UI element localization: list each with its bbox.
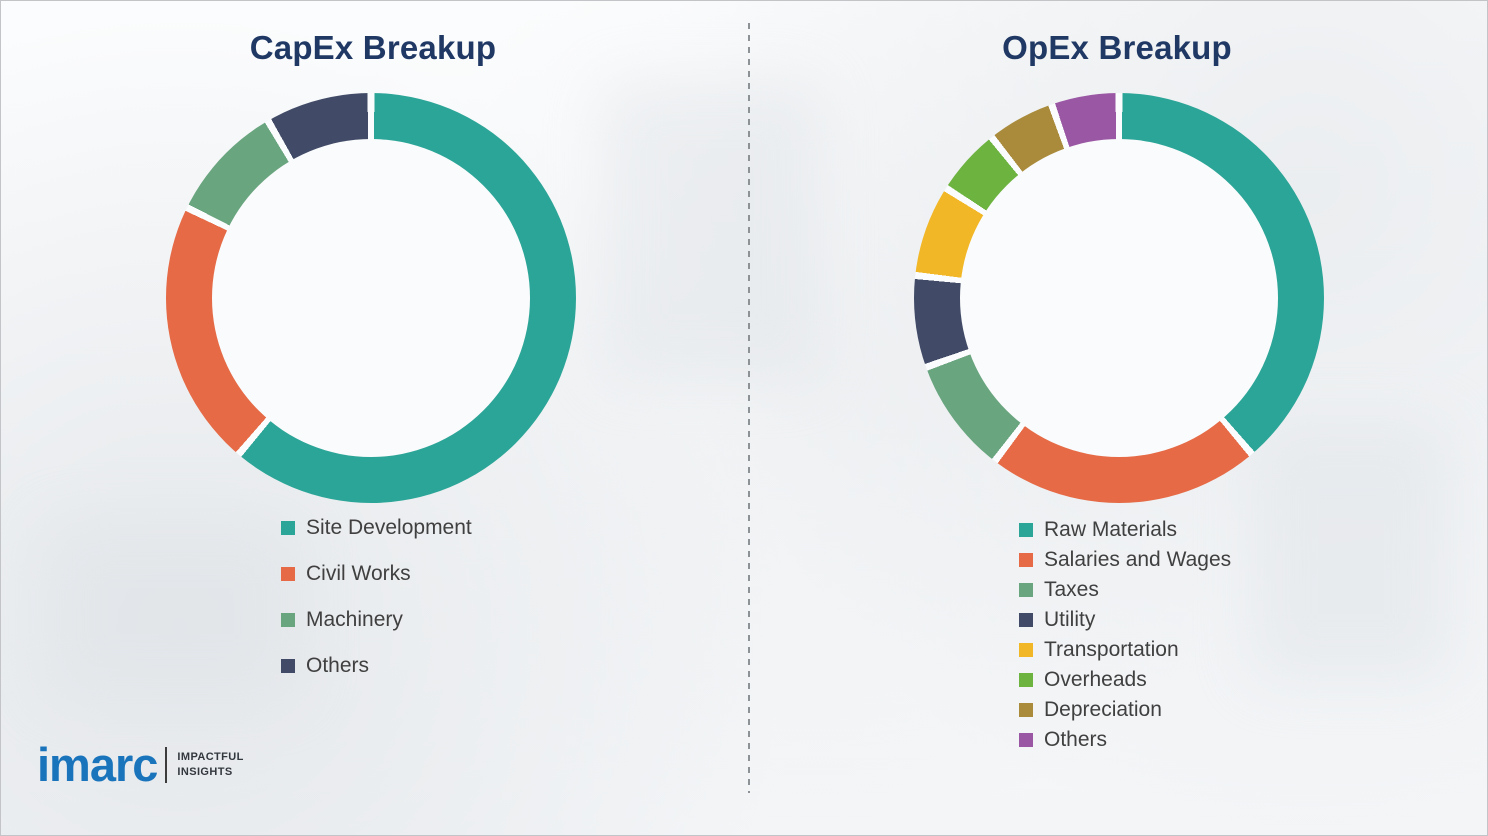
legend-label: Depreciation xyxy=(1044,698,1162,721)
capex-legend: Site Development Civil Works Machinery Othe… xyxy=(281,515,472,699)
legend-swatch xyxy=(281,567,295,581)
opex-legend: Raw Materials Salaries and Wages Taxes Util… xyxy=(1019,517,1231,757)
legend-swatch xyxy=(281,521,295,535)
capex-title: CapEx Breakup xyxy=(249,29,497,66)
tagline-line-1: IMPACTFUL xyxy=(177,750,244,763)
capex-donut-hole xyxy=(212,139,530,457)
legend-label: Site Development xyxy=(306,516,472,539)
legend-item: Transportation xyxy=(1019,637,1231,662)
legend-swatch xyxy=(1019,522,1033,537)
legend-label: Machinery xyxy=(306,608,403,631)
legend-swatch xyxy=(281,659,295,673)
legend-label: Utility xyxy=(1044,608,1096,631)
imarc-logo-tagline: IMPACTFUL INSIGHTS xyxy=(177,750,243,780)
legend-item: Taxes xyxy=(1019,577,1231,602)
opex-donut-chart xyxy=(914,93,1324,503)
vertical-dashed-divider xyxy=(748,23,750,793)
imarc-logo-wordmark: imarc xyxy=(37,738,158,791)
legend-swatch xyxy=(1019,642,1033,657)
legend-item: Depreciation xyxy=(1019,697,1231,722)
legend-swatch xyxy=(1019,582,1033,597)
legend-item: Others xyxy=(281,653,472,679)
capex-donut-chart xyxy=(166,93,576,503)
legend-item: Civil Works xyxy=(281,561,472,587)
legend-swatch xyxy=(1019,552,1033,567)
legend-label: Overheads xyxy=(1044,668,1147,691)
legend-label: Raw Materials xyxy=(1044,518,1178,541)
legend-item: Utility xyxy=(1019,607,1231,632)
legend-item: Salaries and Wages xyxy=(1019,547,1231,572)
legend-swatch xyxy=(281,613,295,627)
capex-panel: CapEx Breakup Site Development Civil Work… xyxy=(1,1,745,835)
opex-panel: OpEx Breakup Raw Materials Salaries and W… xyxy=(745,1,1487,835)
legend-item: Others xyxy=(1019,727,1231,752)
legend-swatch xyxy=(1019,612,1033,627)
logo-divider xyxy=(165,746,168,783)
legend-item: Raw Materials xyxy=(1019,517,1231,542)
opex-title: OpEx Breakup xyxy=(1002,29,1232,66)
legend-swatch xyxy=(1019,732,1033,747)
legend-label: Transportation xyxy=(1044,638,1179,661)
legend-label: Others xyxy=(306,654,370,677)
legend-swatch xyxy=(1019,672,1033,687)
legend-label: Taxes xyxy=(1044,578,1099,601)
opex-donut-hole xyxy=(960,139,1278,457)
legend-item: Machinery xyxy=(281,607,472,633)
tagline-line-2: INSIGHTS xyxy=(177,765,233,778)
legend-label: Salaries and Wages xyxy=(1044,548,1232,571)
imarc-logo: imarc IMPACTFUL INSIGHTS xyxy=(37,741,244,788)
legend-label: Others xyxy=(1044,728,1108,751)
legend-item: Overheads xyxy=(1019,667,1231,692)
legend-swatch xyxy=(1019,702,1033,717)
legend-label: Civil Works xyxy=(306,562,411,585)
legend-item: Site Development xyxy=(281,515,472,541)
